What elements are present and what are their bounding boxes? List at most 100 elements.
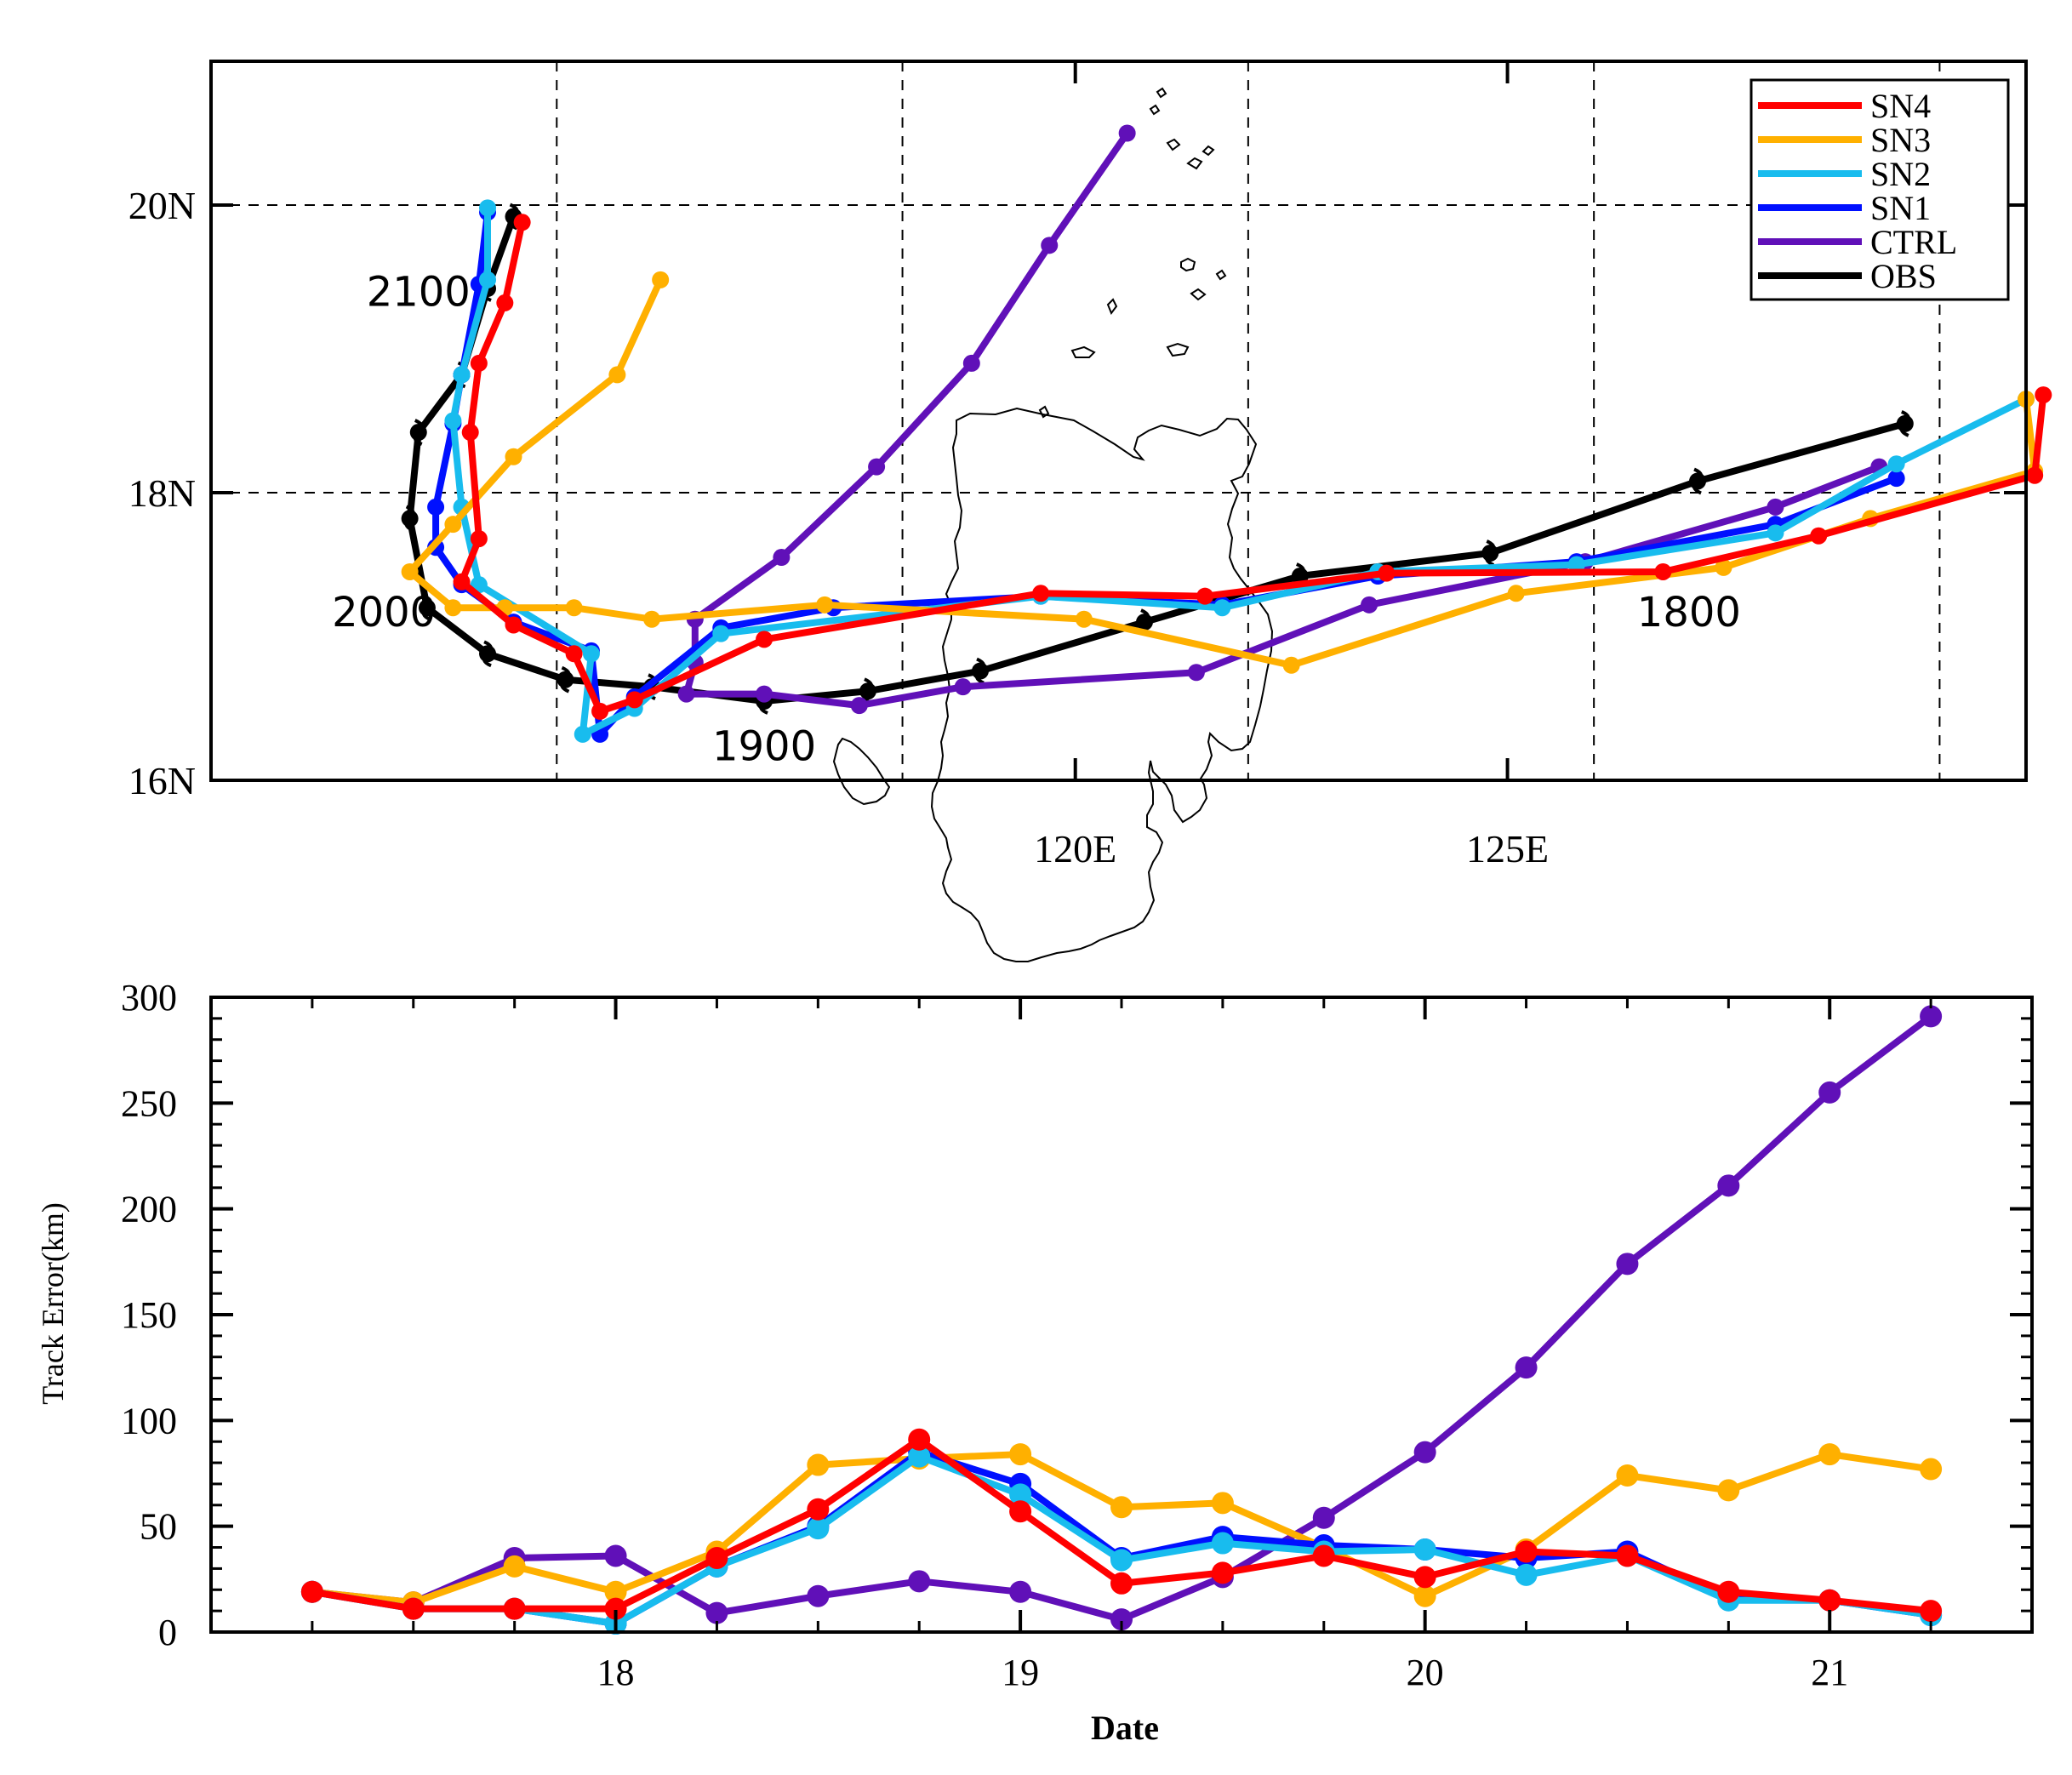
error-point-ctrl [1312, 1506, 1335, 1529]
northern-islet-2 [1149, 104, 1161, 116]
dalupiri-island [1038, 405, 1050, 419]
map-frame [209, 60, 2028, 782]
error-point-sn3 [1616, 1464, 1639, 1487]
track-point-sn4 [505, 616, 522, 634]
northern-islet-1 [1156, 87, 1167, 99]
track-point-ctrl [962, 354, 980, 372]
error-point-sn3 [1920, 1458, 1943, 1481]
error-point-ctrl [705, 1601, 728, 1624]
track-point-ctrl [1767, 498, 1784, 516]
map-x-tick-label: 120E [1034, 827, 1116, 870]
luzon-coastline [930, 407, 1274, 962]
map-tick-labels: 120E 125E 16N 18N 20N [128, 184, 1549, 870]
error-point-sn4 [1818, 1589, 1841, 1612]
error-y-tick-label: 200 [121, 1189, 177, 1230]
legend-label-sn2: SN2 [1870, 155, 1931, 193]
track-point-sn3 [444, 516, 462, 534]
y-axis-label: Track Error(km) [36, 1202, 70, 1405]
error-point-sn4 [1413, 1566, 1436, 1589]
error-point-ctrl [1717, 1174, 1740, 1197]
track-point-ctrl [1041, 237, 1059, 254]
error-point-sn4 [1009, 1500, 1032, 1523]
track-point-ctrl [868, 458, 886, 476]
error-point-sn3 [1009, 1443, 1032, 1466]
track-point-sn4 [591, 702, 609, 720]
track-point-sn1 [427, 498, 445, 516]
track-point-sn2 [479, 271, 497, 288]
x-axis-label: Date [1091, 1709, 1159, 1747]
track-point-sn4 [1810, 527, 1828, 545]
track-point-sn4 [2035, 386, 2052, 404]
error-point-sn2 [807, 1517, 830, 1540]
track-point-sn3 [444, 599, 462, 617]
track-line-ctrl [682, 129, 1883, 710]
error-y-tick-label: 300 [121, 977, 177, 1019]
error-point-sn4 [300, 1580, 323, 1603]
map-y-tick-label: 18N [128, 471, 196, 515]
typhoon-symbol [508, 203, 519, 231]
date-annotation: 2100 [367, 268, 471, 316]
typhoon-symbol [482, 640, 494, 668]
track-point-sn2 [444, 412, 462, 430]
track-point-sn3 [401, 562, 419, 580]
track-sn4 [453, 214, 2052, 720]
track-point-sn4 [470, 530, 488, 548]
typhoon-symbol [862, 677, 874, 705]
track-point-sn4 [461, 424, 479, 442]
track-ctrl [677, 124, 1888, 715]
error-point-sn4 [1312, 1544, 1335, 1567]
legend-label-sn3: SN3 [1870, 121, 1931, 159]
error-point-sn2 [1515, 1563, 1538, 1586]
track-error-panel: 18 19 20 21 0 50 100 150 200 250 300 Date Track Er… [36, 977, 2034, 1747]
legend-label-ctrl: CTRL [1870, 223, 1957, 261]
track-point-sn3 [652, 271, 670, 288]
typhoon-symbol [413, 419, 424, 446]
track-point-sn2 [712, 625, 730, 642]
track-point-sn3 [505, 448, 522, 465]
error-point-ctrl [1920, 1005, 1943, 1028]
error-point-sn4 [807, 1498, 830, 1521]
date-annotation: 1800 [1637, 589, 1741, 636]
map-tracks [401, 124, 2052, 743]
track-point-sn2 [1887, 455, 1905, 473]
batan-island [1180, 257, 1196, 272]
error-point-sn4 [1211, 1561, 1234, 1584]
error-y-tick-label: 250 [121, 1082, 177, 1124]
track-point-sn4 [513, 214, 531, 231]
error-point-sn3 [503, 1555, 526, 1578]
error-point-sn4 [705, 1546, 728, 1569]
northern-islet-4 [1186, 157, 1203, 170]
track-point-sn3 [565, 599, 583, 617]
error-point-ctrl [604, 1544, 627, 1567]
track-point-sn2 [1767, 524, 1784, 542]
track-point-sn4 [1378, 564, 1396, 582]
track-point-sn3 [643, 610, 661, 628]
error-y-tick-label: 100 [121, 1400, 177, 1441]
error-point-ctrl [908, 1570, 931, 1593]
error-point-sn2 [1413, 1538, 1436, 1561]
error-point-sn3 [1717, 1479, 1740, 1502]
error-point-sn2 [908, 1445, 931, 1468]
track-point-sn4 [470, 354, 488, 372]
track-point-sn2 [574, 725, 591, 743]
error-x-tick-label: 18 [597, 1652, 635, 1693]
track-error-series [300, 1005, 1943, 1635]
track-point-sn3 [608, 366, 626, 384]
error-x-tick-label: 20 [1407, 1652, 1444, 1693]
track-point-sn3 [816, 596, 834, 614]
typhoon-symbol [560, 665, 571, 693]
date-annotation: 1900 [712, 722, 816, 770]
typhoon-symbol [421, 594, 433, 622]
northern-islet-3 [1166, 138, 1181, 151]
error-x-tick-label: 21 [1811, 1652, 1848, 1693]
calayan-island [1166, 342, 1190, 357]
track-point-sn4 [1654, 562, 1672, 580]
error-point-sn4 [1616, 1544, 1639, 1567]
error-y-tick-label: 50 [140, 1506, 177, 1548]
track-point-sn4 [496, 294, 514, 311]
typhoon-symbol [1899, 410, 1910, 437]
error-point-sn2 [1211, 1532, 1234, 1555]
